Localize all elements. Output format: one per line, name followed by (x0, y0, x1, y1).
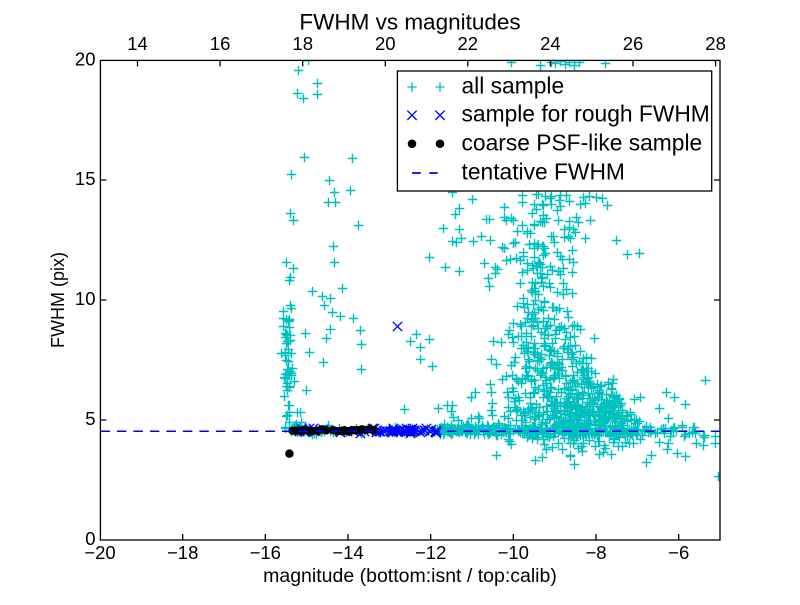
svg-text:5: 5 (85, 408, 95, 429)
svg-text:20: 20 (75, 49, 96, 70)
svg-text:−10: −10 (498, 542, 529, 563)
svg-text:20: 20 (375, 33, 396, 54)
svg-text:26: 26 (623, 33, 644, 54)
svg-text:−20: −20 (84, 542, 115, 563)
svg-text:−14: −14 (332, 542, 363, 563)
svg-text:−16: −16 (250, 542, 281, 563)
svg-text:magnitude (bottom:isnt / top:c: magnitude (bottom:isnt / top:calib) (263, 565, 557, 587)
svg-text:0: 0 (85, 528, 95, 549)
svg-text:all sample: all sample (462, 73, 565, 99)
svg-text:22: 22 (458, 33, 479, 54)
svg-text:FWHM (pix): FWHM (pix) (48, 252, 68, 348)
svg-text:14: 14 (127, 33, 148, 54)
svg-text:−6: −6 (668, 542, 689, 563)
svg-text:16: 16 (210, 33, 231, 54)
svg-text:−12: −12 (415, 542, 446, 563)
svg-text:tentative FWHM: tentative FWHM (462, 159, 625, 185)
svg-text:−8: −8 (585, 542, 606, 563)
svg-text:24: 24 (540, 33, 561, 54)
svg-text:FWHM vs magnitudes: FWHM vs magnitudes (299, 9, 520, 34)
svg-text:coarse PSF-like sample: coarse PSF-like sample (462, 129, 703, 155)
svg-text:−18: −18 (167, 542, 198, 563)
svg-text:15: 15 (75, 168, 96, 189)
svg-text:sample for rough FWHM: sample for rough FWHM (462, 101, 710, 127)
svg-text:28: 28 (705, 33, 726, 54)
svg-text:10: 10 (75, 288, 96, 309)
svg-text:18: 18 (292, 33, 313, 54)
